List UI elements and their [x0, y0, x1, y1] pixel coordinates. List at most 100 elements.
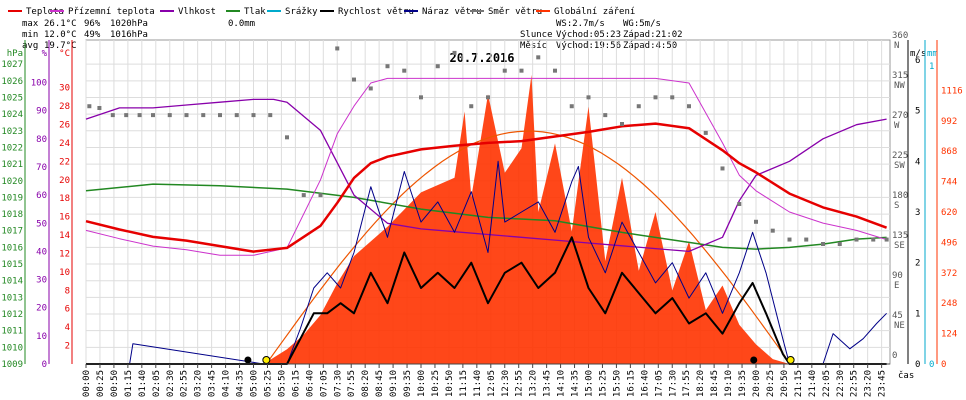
series-wind-direction-point [301, 193, 306, 198]
series-wind-direction-point [352, 77, 356, 82]
series-wind-direction-point [569, 104, 574, 109]
series-wind-direction-point [653, 95, 658, 100]
x-tick-label: 15:25 [598, 370, 608, 397]
series-wind-direction-point [720, 166, 725, 171]
x-tick-label: 17:05 [654, 370, 664, 397]
x-tick-label: 20:50 [780, 370, 790, 397]
wind-speed-tick: 5 [915, 107, 920, 117]
legend-label: Rychlost větru [338, 7, 414, 17]
series-wind-direction-point [234, 113, 239, 118]
series-wind-direction-point [419, 95, 423, 100]
humidity-axis-tick: 40 [36, 247, 47, 257]
x-tick-label: 14:35 [571, 370, 581, 397]
x-tick-label: 21:40 [808, 370, 818, 397]
series-wind-direction-point [402, 68, 407, 73]
chart-title: 20.7.2016 [449, 51, 514, 65]
series-wind-direction-point [787, 237, 792, 242]
wind-dir-tick: 315 [892, 71, 908, 81]
series-wind-speed-line [86, 236, 887, 365]
radiation-tick: 992 [941, 117, 957, 127]
x-tick-label: 10:25 [431, 370, 441, 397]
rain-tick: 1 [929, 62, 934, 72]
temperature-axis-tick: 8 [65, 286, 70, 296]
temperature-axis-tick: 20 [59, 176, 70, 186]
pressure-axis-tick: 1016 [1, 243, 23, 253]
series-temperature-line [85, 122, 888, 253]
x-tick-label: 02:55 [180, 370, 190, 397]
x-tick-label: 13:45 [543, 370, 553, 397]
pressure-axis-tick: 1020 [1, 177, 23, 187]
info-moon-label: Měsíc [520, 41, 547, 51]
x-tick-label: 01:40 [138, 370, 148, 397]
x-tick-label: 22:05 [822, 370, 832, 397]
x-tick-label: 14:10 [557, 370, 567, 397]
x-tick-label: 13:20 [529, 370, 539, 397]
x-tick-label: 02:30 [166, 370, 176, 397]
series-wind-direction-point [687, 104, 691, 109]
x-tick-label: 12:05 [487, 370, 497, 397]
wind-dir-tick-label: NE [894, 321, 905, 331]
series-wind-direction-point [469, 104, 474, 109]
wind-speed-tick: 6 [915, 56, 920, 66]
series-humidity-line [85, 98, 887, 253]
x-tick-label: 20:00 [752, 370, 762, 397]
temperature-axis-tick: 16 [59, 213, 70, 223]
temperature-axis-tick: 4 [65, 323, 70, 333]
temperature-unit: °C [59, 49, 70, 59]
series-wind-direction-point [821, 242, 825, 246]
series-wind-direction-point [737, 202, 742, 206]
x-tick-label: 06:40 [305, 370, 315, 397]
x-tick-label: 19:35 [738, 370, 748, 397]
axes: 00:00 00:25 00:50 01:15 01:40 02:05 02:30 02:55… [1, 31, 962, 397]
series-wind-direction-point [754, 219, 758, 224]
wind-speed-tick: 1 [915, 309, 920, 319]
x-tick-label: 21:15 [794, 370, 804, 397]
series-wind-direction-point [636, 104, 641, 109]
x-tick-label: 11:40 [473, 370, 483, 397]
x-tick-label: 07:05 [319, 370, 329, 397]
series-wind-direction-point [871, 237, 876, 242]
x-tick-label: 10:00 [417, 370, 427, 397]
series-wind-direction-point [385, 64, 390, 69]
series-wind-direction-point [452, 50, 457, 55]
wind-speed-tick: 3 [915, 208, 920, 218]
x-tick-label: 03:20 [194, 370, 204, 397]
wind-dir-tick: 135 [892, 231, 908, 241]
x-tick-label: 15:50 [612, 370, 622, 397]
humidity-axis-tick: 100 [31, 79, 47, 89]
series-wind-direction-point [110, 113, 115, 118]
radiation-tick: 372 [941, 269, 957, 279]
radiation-tick: 620 [941, 208, 957, 218]
moonrise-marker [750, 356, 758, 364]
moonset-marker [244, 356, 252, 364]
series-wind-direction-point [87, 104, 92, 109]
x-tick-label: 12:30 [501, 370, 511, 397]
wind-dir-tick: 270 [892, 111, 908, 121]
wind-dir-tick-label: NW [894, 81, 905, 91]
legend-label: Směr větru [488, 7, 542, 17]
stats-avg-temp: 19.7°C [44, 41, 77, 51]
series-wind-direction-point [502, 68, 507, 73]
info-sun-rise: Východ:05:23 [556, 30, 621, 40]
info-sun-label: Slunce [520, 30, 553, 40]
stats-max-pres: 1020hPa [110, 19, 148, 29]
humidity-axis-tick: 60 [36, 191, 47, 201]
x-tick-label: 05:50 [277, 370, 287, 397]
stats-max-temp: 26.1°C [44, 19, 77, 29]
x-tick-label: 07:55 [347, 370, 357, 397]
x-tick-label: 10:50 [445, 370, 455, 397]
pressure-axis-tick: 1014 [1, 277, 23, 287]
humidity-axis-tick: 0 [42, 360, 47, 370]
series-wind-direction-point [854, 237, 859, 242]
wind-speed-tick: 2 [915, 259, 920, 269]
x-tick-label: 08:45 [375, 370, 385, 397]
series-wind-direction-point [770, 228, 775, 233]
x-tick-label: 20:25 [766, 370, 776, 397]
sunset-marker [786, 356, 795, 364]
x-tick-label: 02:05 [152, 370, 162, 397]
x-tick-label: 09:35 [403, 370, 413, 397]
legend-label: Vlhkost [178, 7, 216, 17]
x-tick-label: 08:20 [361, 370, 371, 397]
pressure-axis-tick: 1011 [1, 327, 23, 337]
